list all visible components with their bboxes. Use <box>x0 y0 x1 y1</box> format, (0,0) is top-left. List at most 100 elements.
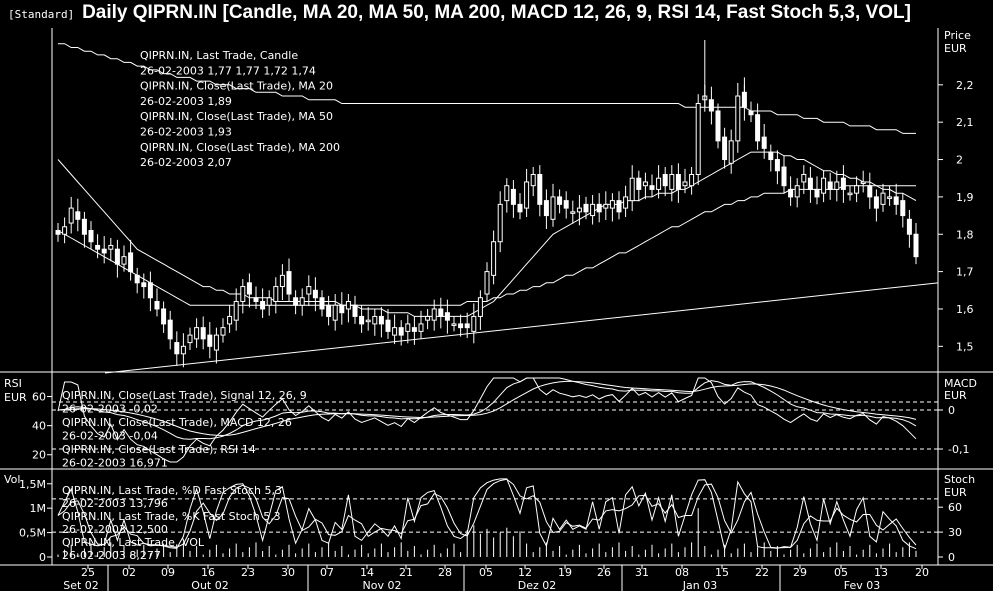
stoch-vol-panel: 60 30 0 1,5M 1M 0,5M 0 <box>19 478 962 564</box>
price-panel: 2,2 2,1 2 1,9 1,8 1,7 1,6 1,5 <box>55 40 974 374</box>
stoch-legend-line: QIPRN.IN, Last Trade, %K Fast Stoch 5,3 <box>62 510 281 523</box>
rsi-tick-label: 20 <box>32 449 46 462</box>
x-day-label: 13 <box>874 566 888 579</box>
candle-body <box>761 136 767 149</box>
stoch-legend: QIPRN.IN, Last Trade, %D Fast Stoch 5,32… <box>62 484 282 562</box>
macd-axis-label: MACD <box>944 377 977 390</box>
candle-body <box>840 177 846 190</box>
candle-body <box>537 173 543 205</box>
candle-body <box>689 173 695 187</box>
candle-body <box>326 304 332 317</box>
candle-body <box>623 196 629 209</box>
candle-body <box>563 200 569 209</box>
candle-body <box>649 185 655 190</box>
candle-body <box>774 159 780 172</box>
price-legend: QIPRN.IN, Last Trade, Candle 26-02-2003 1… <box>140 49 340 169</box>
candle-body <box>233 300 239 321</box>
candle-body <box>260 300 266 310</box>
candle-body <box>405 323 411 332</box>
rsi-tick-label: 60 <box>32 391 46 404</box>
candle-body <box>194 327 200 340</box>
candle-body <box>174 342 180 355</box>
rsi-axis-label: RSI <box>4 377 22 390</box>
x-month-label: Jan 03 <box>682 579 717 591</box>
macd-legend-line: 26-02-2003 16,971 <box>62 457 168 470</box>
vol-tick-label: 0 <box>39 551 46 564</box>
candle-body <box>629 177 635 202</box>
candle-body <box>669 173 675 190</box>
candle-body <box>128 252 134 273</box>
candle-body <box>253 297 259 302</box>
x-day-label: 14 <box>360 566 374 579</box>
x-month-label: Out 02 <box>191 579 228 591</box>
x-axis: 25 02 09 16 23 30 07 14 21 28 05 12 19 26 31 08 15 22 29 05… <box>63 565 929 591</box>
candle-body <box>458 323 464 329</box>
stoch-tick-label: 0 <box>948 551 955 564</box>
candle-body <box>306 286 312 295</box>
price-tick-label: 2,1 <box>956 116 974 129</box>
price-tick-label: 2,2 <box>956 79 974 92</box>
candle-body <box>722 136 728 161</box>
x-month-label: Dez 02 <box>518 579 557 591</box>
candle-body <box>781 166 787 187</box>
x-day-label: 05 <box>834 566 848 579</box>
candle-body <box>266 297 272 306</box>
candle-body <box>682 181 688 187</box>
candle-body <box>675 173 681 190</box>
candle-body <box>312 289 318 299</box>
x-month-label: Nov 02 <box>363 579 402 591</box>
candle-body <box>220 327 226 336</box>
candle-body <box>55 230 61 235</box>
candle-body <box>299 297 305 306</box>
support-trendline <box>104 282 939 374</box>
stoch-legend-line: 26-02-2003 13,796 <box>62 497 168 510</box>
candle-body <box>187 334 193 344</box>
candle-body <box>807 177 813 190</box>
candle-body <box>913 233 919 258</box>
panel-frames <box>0 28 993 566</box>
ma200-line <box>58 43 916 134</box>
candle-body <box>860 181 866 184</box>
candle-body <box>154 300 160 310</box>
candle-body <box>444 312 450 321</box>
x-day-label: 15 <box>715 566 729 579</box>
x-day-label: 09 <box>161 566 175 579</box>
candle-body <box>583 203 589 213</box>
rsi-tick-label: 40 <box>32 420 46 433</box>
price-legend-line: QIPRN.IN, Close(Last Trade), MA 50 <box>140 110 333 123</box>
candle-body <box>451 323 457 326</box>
candle-body <box>491 241 497 276</box>
signal-line <box>57 380 917 437</box>
candle-body <box>147 282 153 299</box>
candle-body <box>715 110 721 142</box>
rsi-axis-unit: EUR <box>4 391 27 404</box>
price-tick-label: 1,9 <box>956 191 974 204</box>
candle-body <box>471 315 477 332</box>
candle-body <box>570 211 576 214</box>
x-day-label: 12 <box>518 566 532 579</box>
ma50-line <box>57 159 916 306</box>
candle-body <box>365 319 371 323</box>
candle-body <box>873 196 879 209</box>
x-day-label: 28 <box>438 566 452 579</box>
candle-body <box>411 327 417 332</box>
price-tick-label: 1,7 <box>956 266 974 279</box>
candle-body <box>121 256 127 265</box>
price-tick-label: 2 <box>956 154 963 167</box>
candle-body <box>708 99 714 112</box>
candle-body <box>438 308 444 317</box>
candle-body <box>279 274 285 288</box>
stoch-legend-line: QIPRN.IN, Last Trade, VOL <box>62 536 205 549</box>
axis-labels: Price EUR MACD EUR RSI EUR Vol Stoch EUR <box>4 29 977 499</box>
price-legend-line: 26-02-2003 1,77 1,77 1,72 1,74 <box>140 64 316 77</box>
macd-legend-line: QIPRN.IN, Close(Last Trade), RSI 14 <box>62 443 256 456</box>
candle-body <box>827 181 833 190</box>
candle-body <box>887 196 893 199</box>
candle-body <box>609 200 615 209</box>
candle-body <box>293 297 299 306</box>
candle-body <box>854 185 860 194</box>
candle-body <box>906 218 912 235</box>
candle-body <box>398 327 404 336</box>
price-tick-label: 1,8 <box>956 228 974 241</box>
